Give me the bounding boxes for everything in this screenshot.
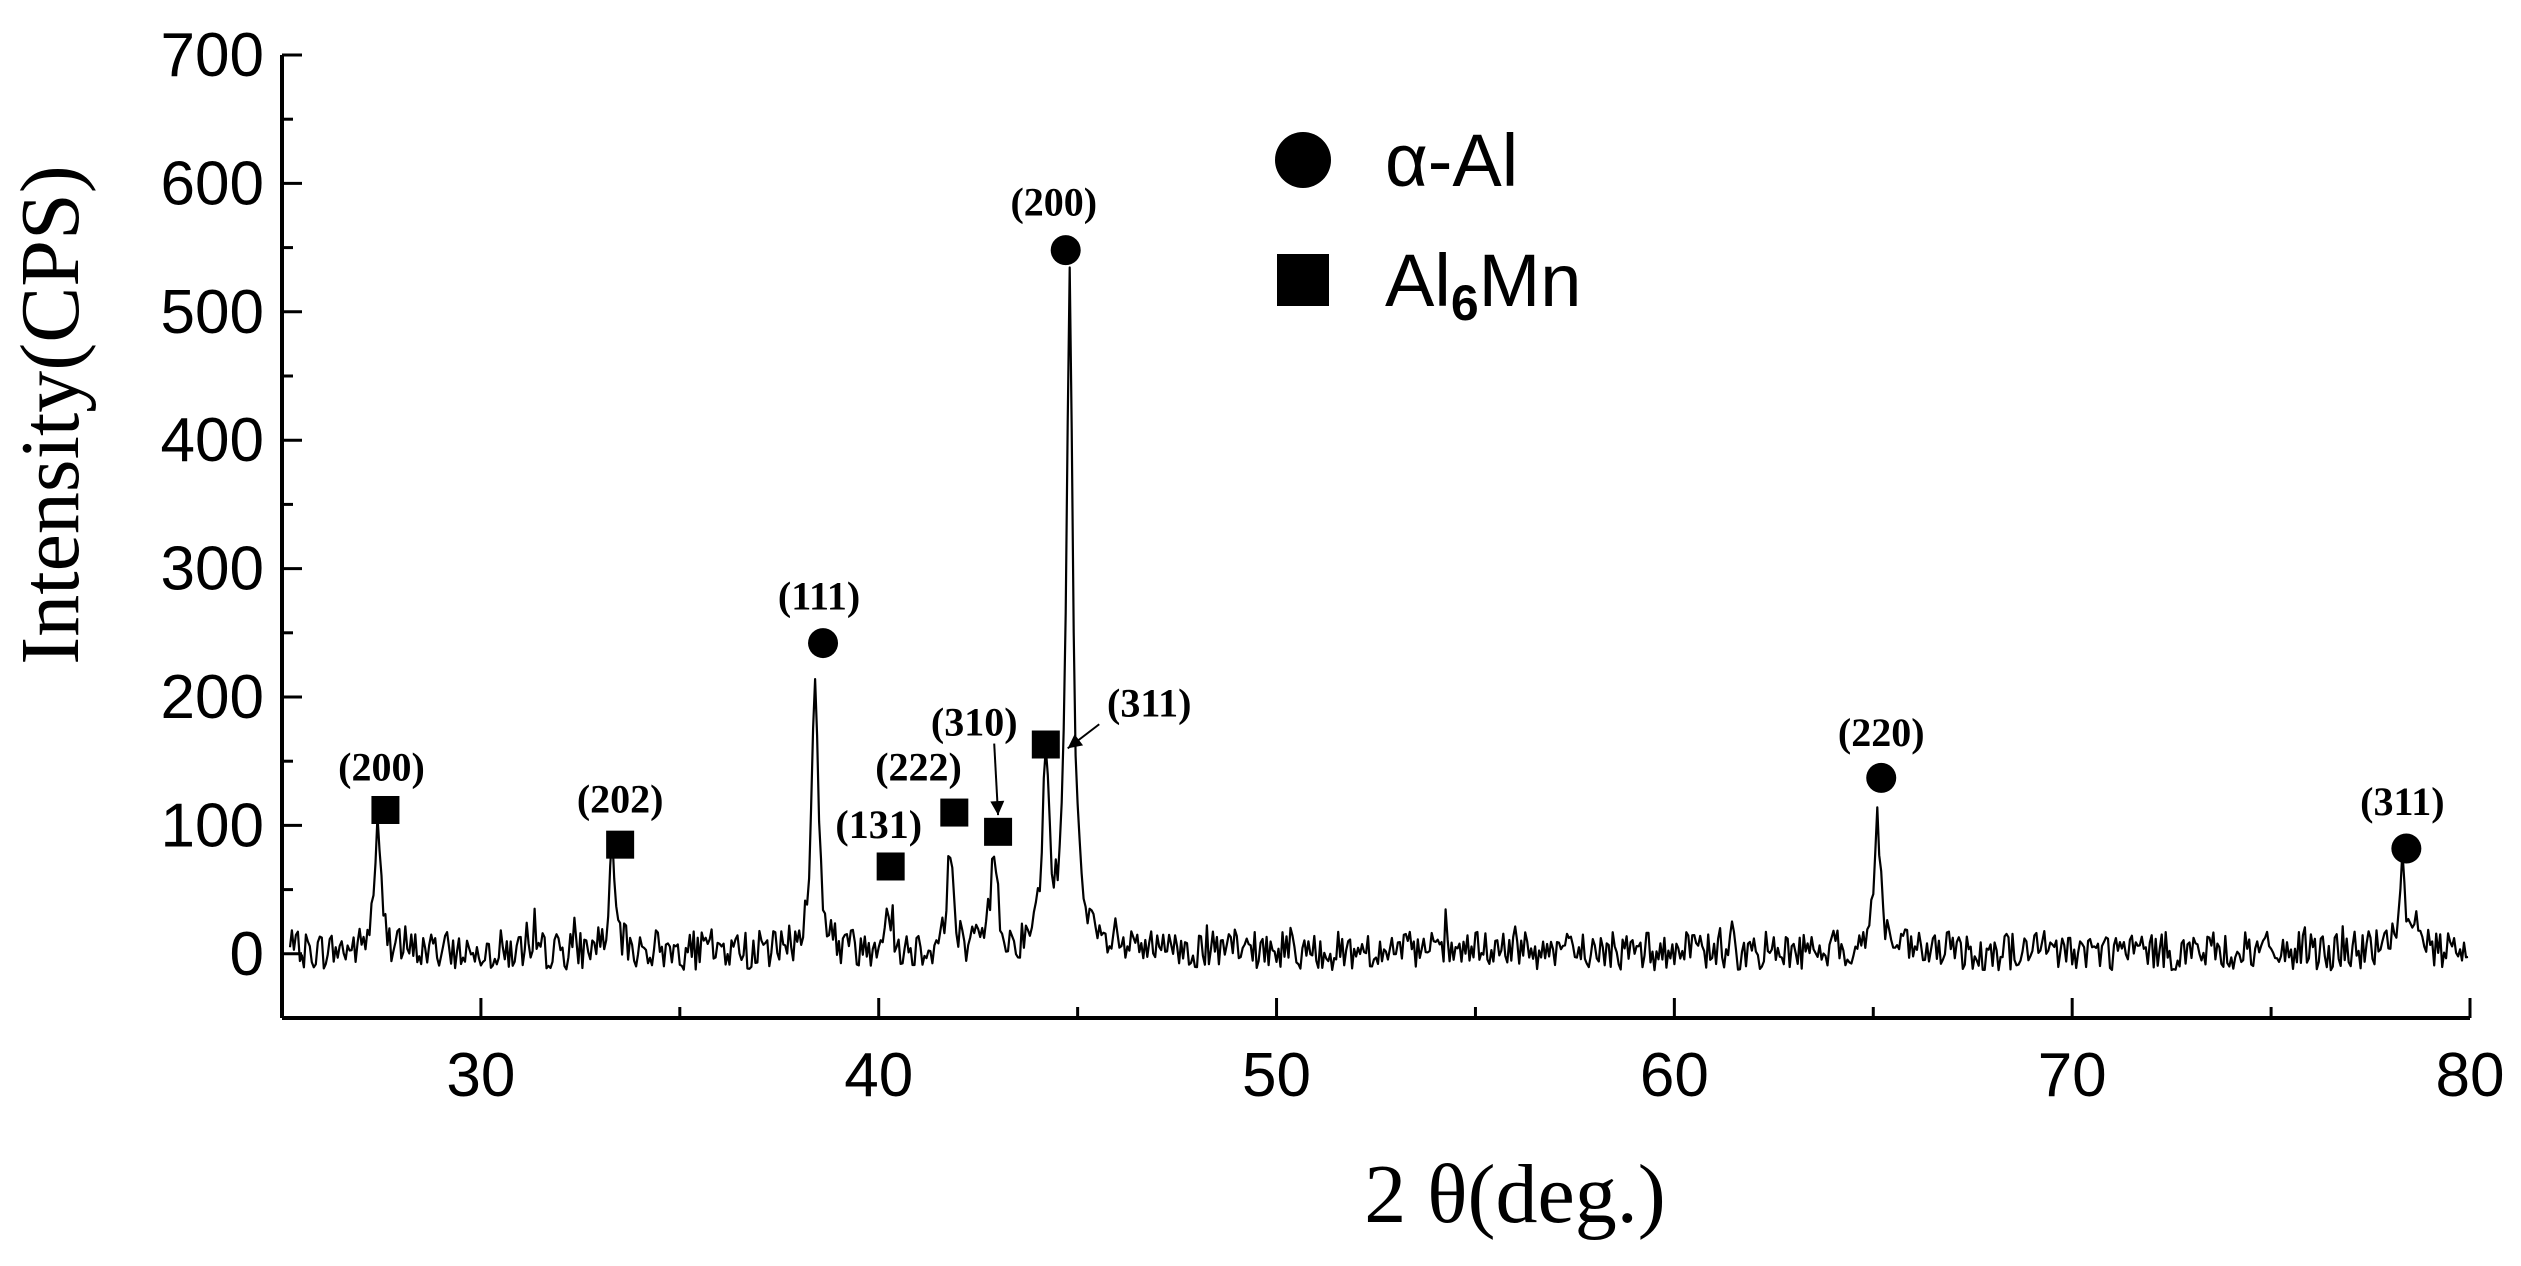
peak-marker-alpha-al [1050, 235, 1081, 266]
x-tick-label: 80 [2436, 1041, 2505, 1110]
y-tick-label: 600 [161, 149, 264, 218]
peak-marker-al6mn [984, 817, 1013, 846]
peak-marker-al6mn [940, 798, 969, 827]
peak-label: (311) [1107, 680, 1191, 725]
peak-label: (311) [2360, 779, 2444, 824]
legend-label-al6mn-sub: 6 [1451, 275, 1479, 331]
legend-label-alpha-al: α-Al [1385, 119, 1518, 202]
peak-arrow-head [1067, 734, 1084, 749]
y-tick-label: 300 [161, 535, 264, 604]
y-tick-label: 400 [161, 406, 264, 475]
y-tick-label: 0 [230, 920, 264, 989]
peak-marker-al6mn [1031, 730, 1060, 759]
peak-label: (222) [875, 744, 962, 789]
peak-marker-al6mn [371, 795, 400, 824]
series-layer [288, 266, 2469, 972]
peak-marker-alpha-al [1866, 762, 1897, 793]
x-tick-label: 40 [844, 1041, 913, 1110]
x-tick-label: 50 [1242, 1041, 1311, 1110]
peak-arrow-head [990, 800, 1005, 816]
peak-marker-al6mn [606, 830, 635, 859]
peak-label: (310) [931, 700, 1018, 745]
peak-label: (111) [778, 574, 860, 619]
peak-marker-alpha-al [808, 628, 839, 659]
peak-label: (200) [338, 744, 425, 789]
peak-marker-alpha-al [2391, 833, 2422, 864]
y-axis-title: Intensity(CPS) [4, 165, 97, 664]
peak-label: (200) [1010, 180, 1097, 225]
y-tick-label: 700 [161, 21, 264, 90]
peak-marker-al6mn [876, 852, 905, 881]
axes: 0 100 200 300 400 500 600 700 30 40 50 60 70 80 [161, 21, 2505, 1110]
peak-label: (131) [835, 802, 922, 847]
peak-label: (220) [1838, 710, 1925, 755]
x-tick-label: 70 [2038, 1041, 2107, 1110]
peak-label: (202) [577, 777, 664, 822]
x-tick-label: 30 [446, 1041, 515, 1110]
legend-marker-alpha-al [1275, 132, 1331, 188]
legend-label-al6mn-tail: Mn [1479, 239, 1582, 322]
xrd-pattern-line [288, 266, 2469, 972]
y-tick-label: 200 [161, 663, 264, 732]
legend-label-al6mn: Al6Mn [1385, 239, 1581, 331]
y-tick-label: 100 [161, 791, 264, 860]
y-tick-label: 500 [161, 278, 264, 347]
annotations-layer: (200) (202) (111) (131) (222)(310) (311) (200)… [338, 180, 2445, 881]
legend-label-al6mn-main: Al [1385, 239, 1451, 322]
legend-marker-al6mn [1277, 254, 1329, 306]
x-axis-title: 2 θ(deg.) [1364, 1148, 1665, 1241]
legend: α-Al Al6Mn [1275, 119, 1581, 331]
x-tick-label: 60 [1640, 1041, 1709, 1110]
